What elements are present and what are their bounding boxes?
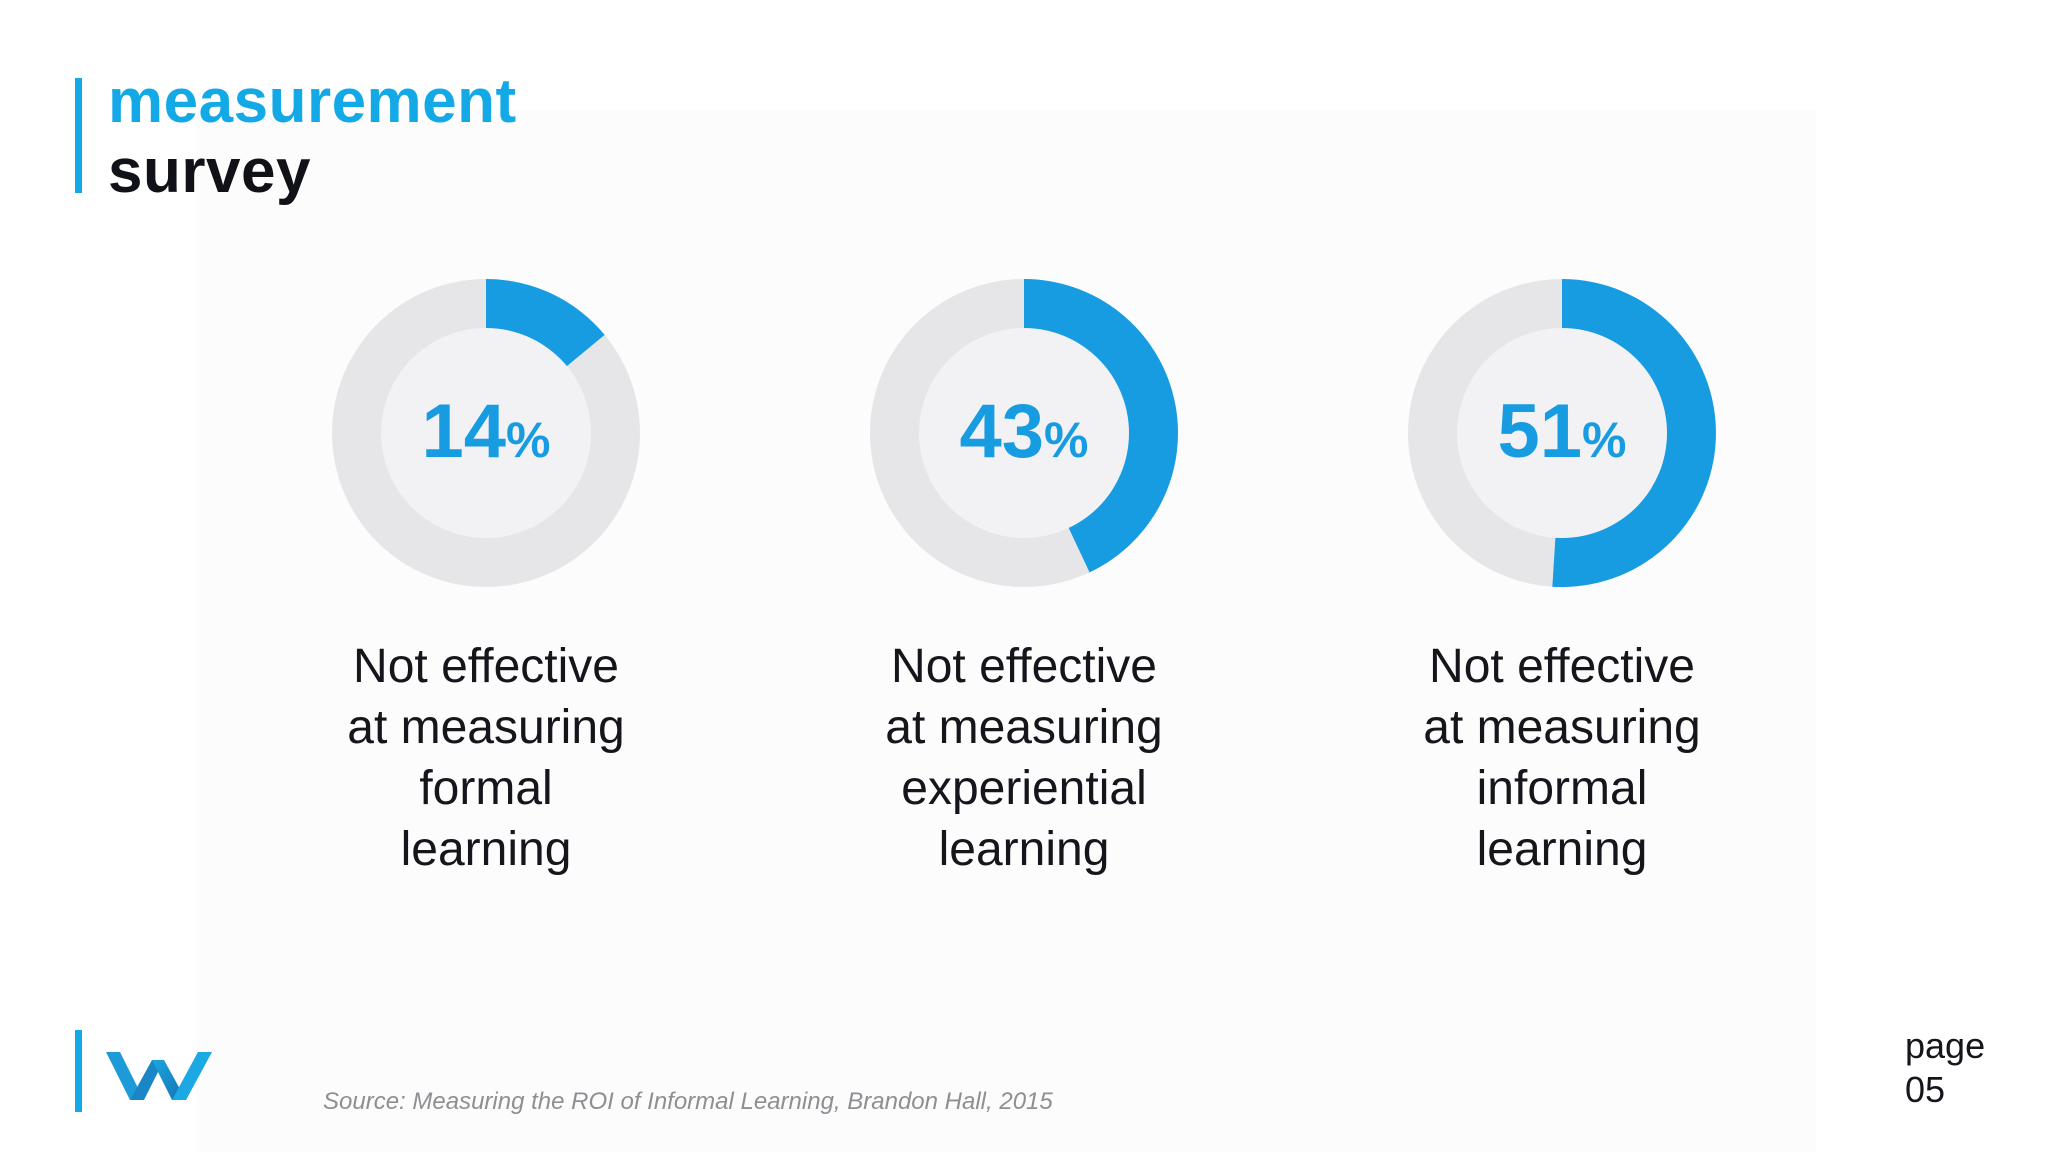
donut-svg xyxy=(870,279,1178,587)
donut-inner xyxy=(381,328,591,538)
caption-line: Not effective xyxy=(353,640,619,693)
page-title-line2: survey xyxy=(108,137,311,206)
caption-line: at measuring xyxy=(885,701,1163,754)
caption-line: learning xyxy=(400,823,572,876)
caption-line: learning xyxy=(938,823,1110,876)
percent-value: 14 xyxy=(421,389,507,474)
donut-caption-informal: Not effective at measuring informal lear… xyxy=(1352,636,1772,880)
caption-line: Not effective xyxy=(891,640,1157,693)
donut-svg xyxy=(332,279,640,587)
caption-line: learning xyxy=(1476,823,1648,876)
page-indicator: page 05 xyxy=(1905,1024,1985,1112)
donut-svg xyxy=(1408,279,1716,587)
percent-sign: % xyxy=(506,412,551,468)
percent-value: 51 xyxy=(1497,389,1583,474)
page-label: page xyxy=(1905,1025,1986,1066)
donut-chart-formal: 14% xyxy=(332,279,640,587)
donut-chart-experiential: 43% xyxy=(870,279,1178,587)
percent-value: 43 xyxy=(959,389,1045,474)
page-title-line1: measurement xyxy=(108,67,517,136)
donut-caption-experiential: Not effective at measuring experiential … xyxy=(814,636,1234,880)
title-accent-bar xyxy=(75,78,82,193)
percent-sign: % xyxy=(1044,412,1089,468)
w-logo-icon xyxy=(106,1052,212,1100)
donut-caption-formal: Not effective at measuring formal learni… xyxy=(276,636,696,880)
caption-line: at measuring xyxy=(1423,701,1701,754)
caption-line: informal xyxy=(1476,762,1648,815)
donut-inner xyxy=(919,328,1129,538)
donut-inner xyxy=(1457,328,1667,538)
footer-accent-bar xyxy=(75,1030,82,1112)
caption-line: formal xyxy=(419,762,553,815)
donut-chart-informal: 51% xyxy=(1408,279,1716,587)
percent-sign: % xyxy=(1582,412,1627,468)
caption-line: Not effective xyxy=(1429,640,1695,693)
donut-percent-label: 14% xyxy=(332,382,640,503)
caption-line: at measuring xyxy=(347,701,625,754)
caption-line: experiential xyxy=(901,762,1147,815)
page-number: 05 xyxy=(1905,1069,1946,1110)
donut-percent-label: 43% xyxy=(870,382,1178,503)
source-citation: Source: Measuring the ROI of Informal Le… xyxy=(323,1088,1053,1115)
content-panel xyxy=(196,110,1816,1152)
donut-percent-label: 51% xyxy=(1408,382,1716,503)
